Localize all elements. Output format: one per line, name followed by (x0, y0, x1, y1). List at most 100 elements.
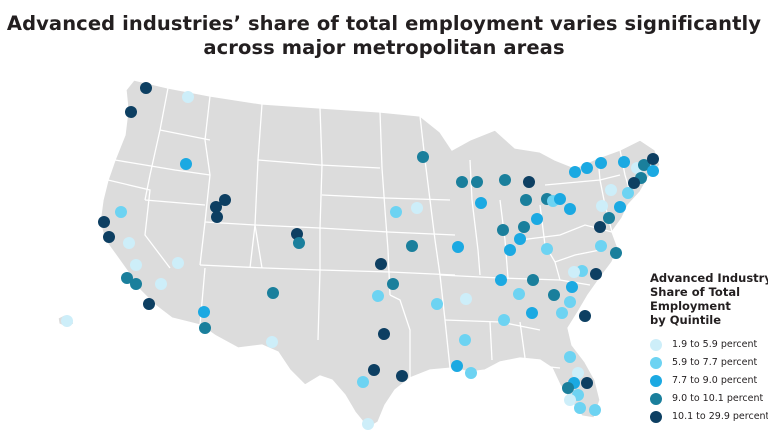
metro-dot-q5 (98, 216, 110, 228)
metro-dot-q2 (460, 293, 472, 305)
legend-item-label: 9.0 to 10.1 percent (672, 393, 764, 404)
metro-dot-q3 (452, 241, 464, 253)
legend-title-line: Advanced Industry (650, 271, 768, 285)
metro-dot-q5 (581, 377, 593, 389)
metro-dot-q3 (614, 201, 626, 213)
metro-dot-q4 (293, 237, 305, 249)
legend-item-q5: 10.1 to 29.9 percent (650, 409, 768, 427)
map-title-line-2: across major metropolitan areas (203, 36, 565, 59)
metro-dot-q4 (527, 274, 539, 286)
metro-dot-q4 (387, 278, 399, 290)
metro-dot-q3 (526, 307, 538, 319)
metro-dot-q4 (471, 176, 483, 188)
metro-dot-q4 (267, 287, 279, 299)
metro-dot-q5 (579, 310, 591, 322)
metro-dot-q5 (590, 268, 602, 280)
us-landmass (57, 79, 661, 429)
metro-dot-q4 (121, 272, 133, 284)
metro-dot-q2 (564, 296, 576, 308)
legend-item-q2: 5.9 to 7.7 percent (650, 355, 768, 373)
metro-dot-q3 (566, 281, 578, 293)
legend-item-q1: 1.9 to 5.9 percent (650, 337, 768, 355)
metro-dot-q4 (417, 151, 429, 163)
metro-dot-q3 (475, 197, 487, 209)
legend-swatch (650, 411, 662, 423)
metro-dot-q2 (459, 334, 471, 346)
metro-dot-q4 (499, 174, 511, 186)
metro-dot-q3 (581, 162, 593, 174)
metro-dot-q2 (574, 402, 586, 414)
metro-dot-q1 (172, 257, 184, 269)
legend-item-label: 1.9 to 5.9 percent (672, 339, 758, 350)
metro-dot-q4 (456, 176, 468, 188)
metro-dot-q5 (210, 201, 222, 213)
metro-dot-q3 (531, 213, 543, 225)
legend-item-label: 5.9 to 7.7 percent (672, 357, 758, 368)
metro-dot-q4 (520, 194, 532, 206)
metro-dot-q5 (647, 153, 659, 165)
metro-dot-q1 (130, 259, 142, 271)
metro-dot-q4 (497, 224, 509, 236)
contiguous-us-outline (99, 79, 661, 429)
metro-dot-q1 (61, 315, 73, 327)
legend-title-line: Employment (650, 299, 731, 313)
legend-items: 1.9 to 5.9 percent 5.9 to 7.7 percent 7.… (650, 337, 768, 427)
legend-item-label: 7.7 to 9.0 percent (672, 375, 758, 386)
metro-dot-q5 (140, 82, 152, 94)
metro-dot-q3 (198, 306, 210, 318)
metro-dot-q1 (605, 184, 617, 196)
metro-dot-q2 (372, 290, 384, 302)
metro-dot-q4 (406, 240, 418, 252)
metro-dots (61, 82, 659, 430)
metro-dot-q3 (495, 274, 507, 286)
legend-item-q3: 7.7 to 9.0 percent (650, 373, 768, 391)
metro-dot-q3 (564, 203, 576, 215)
legend-swatch (650, 357, 662, 369)
metro-dot-q1 (362, 418, 374, 430)
legend-title-line: Share of Total (650, 285, 741, 299)
legend-title: Advanced Industry Share of Total Employm… (650, 271, 768, 327)
metro-dot-q4 (610, 247, 622, 259)
metro-dot-q1 (266, 336, 278, 348)
metro-dot-q4 (638, 159, 650, 171)
metro-dot-q3 (514, 233, 526, 245)
metro-dot-q3 (595, 157, 607, 169)
metro-dot-q4 (562, 382, 574, 394)
metro-dot-q3 (618, 156, 630, 168)
metro-dot-q2 (357, 376, 369, 388)
metro-dot-q1 (568, 266, 580, 278)
metro-dot-q5 (594, 221, 606, 233)
metro-dot-q5 (103, 231, 115, 243)
legend-item-label: 10.1 to 29.9 percent (672, 411, 768, 422)
metro-dot-q2 (556, 307, 568, 319)
metro-dot-q2 (513, 288, 525, 300)
metro-dot-q2 (541, 243, 553, 255)
metro-dot-q4 (199, 322, 211, 334)
legend: Advanced Industry Share of Total Employm… (650, 271, 768, 427)
metro-dot-q2 (498, 314, 510, 326)
metro-dot-q5 (125, 106, 137, 118)
metro-dot-q4 (130, 278, 142, 290)
metro-dot-q2 (595, 240, 607, 252)
metro-dot-q2 (564, 351, 576, 363)
metro-dot-q5 (375, 258, 387, 270)
legend-item-q4: 9.0 to 10.1 percent (650, 391, 768, 409)
metro-dot-q1 (564, 394, 576, 406)
metro-dot-q2 (465, 367, 477, 379)
metro-dot-q1 (182, 91, 194, 103)
legend-swatch (650, 339, 662, 351)
metro-dot-q3 (647, 165, 659, 177)
metro-dot-q5 (211, 211, 223, 223)
metro-dot-q3 (504, 244, 516, 256)
legend-swatch (650, 393, 662, 405)
metro-dot-q2 (589, 404, 601, 416)
metro-dot-q5 (378, 328, 390, 340)
metro-dot-q2 (115, 206, 127, 218)
metro-dot-q5 (291, 228, 303, 240)
metro-dot-q2 (431, 298, 443, 310)
metro-dot-q3 (554, 193, 566, 205)
state-borders (107, 87, 631, 378)
metro-dot-q4 (548, 289, 560, 301)
metro-dot-q1 (596, 200, 608, 212)
